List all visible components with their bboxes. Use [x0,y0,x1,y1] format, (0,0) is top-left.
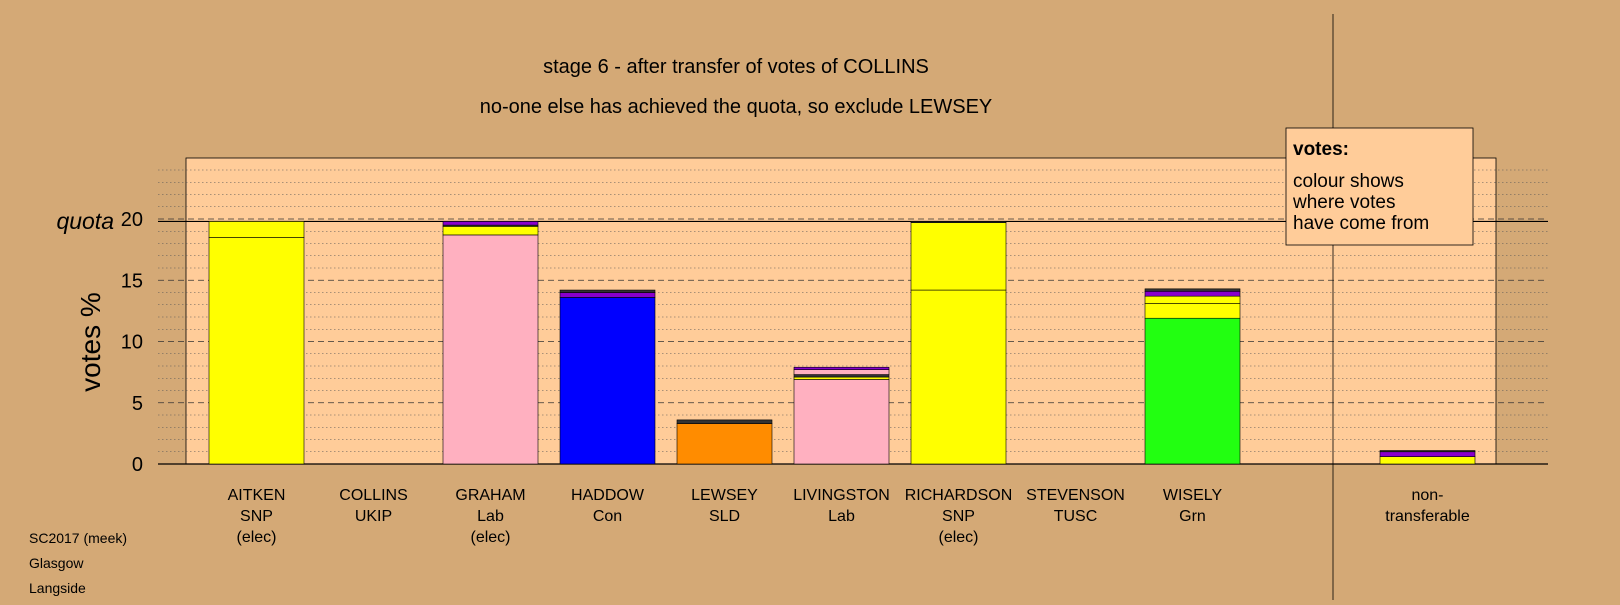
bar-segment-livingston [793,369,890,375]
candidate-label-richardson: SNP [942,508,975,525]
bar-segment-graham [442,221,539,226]
footer-council: Glasgow [29,555,84,571]
y-tick-label: 20 [121,209,143,231]
y-tick-label: 0 [132,454,143,476]
nontransferable-label: non- [1411,487,1443,504]
bar-segment-livingston [793,366,890,370]
y-tick-label: 15 [121,270,143,292]
bar-segment-richardson [910,289,1007,465]
legend: votes: colour shows where votes have com… [1285,127,1474,246]
chart-subtitle: no-one else has achieved the quota, so e… [480,96,993,118]
bar-segment-nontransferable [1379,456,1476,465]
bars [208,221,1476,465]
y-axis-label: votes % [75,292,106,392]
bar-segment-richardson [910,221,1007,223]
legend-line-3: have come from [1293,213,1429,234]
candidate-label-lewsey: LEWSEY [691,487,758,504]
bar-segment-wisely [1144,290,1241,297]
candidate-label-livingston: LIVINGSTON [793,487,890,504]
candidate-label-collins: COLLINS [339,487,407,504]
candidate-label-haddow: Con [593,508,622,525]
candidate-label-richardson: RICHARDSON [905,487,1013,504]
legend-line-2: where votes [1292,192,1395,213]
bar-segment-livingston [793,379,890,465]
candidate-label-graham: (elec) [470,529,510,546]
candidate-label-haddow: HADDOW [571,487,645,504]
bar-segment-livingston [793,374,890,378]
candidate-label-livingston: Lab [828,508,855,525]
bar-segment-richardson [910,222,1007,291]
bar-segment-wisely [1144,288,1241,292]
x-axis-labels: AITKEN SNP (elec) COLLINS UKIP GRAHAM Lab (elec… [228,487,1470,546]
candidate-label-collins: UKIP [355,508,392,525]
legend-heading: votes: [1293,139,1349,160]
y-tick-label: 10 [121,332,143,354]
bar-segment-graham [442,234,539,465]
candidate-label-aitken: SNP [240,508,273,525]
y-axis: 0 5 10 15 20 [121,209,143,476]
bar-segment-wisely [1144,317,1241,465]
legend-box [1285,127,1474,246]
bar-segment-haddow [559,289,656,293]
bar-segment-wisely [1144,303,1241,319]
candidate-label-aitken: AITKEN [228,487,286,504]
bar-segment-lewsey [676,423,773,465]
y-tick-label: 5 [132,393,143,415]
bar-segment-nontransferable [1379,450,1476,453]
footer-election: SC2017 (meek) [29,530,127,546]
candidate-label-richardson: (elec) [938,529,978,546]
candidate-label-graham: GRAHAM [455,487,525,504]
bar-segment-wisely [1144,295,1241,304]
candidate-label-stevenson: STEVENSON [1026,487,1125,504]
bar-segment-aitken [208,221,305,238]
candidate-label-stevenson: TUSC [1054,508,1098,525]
chart-title: stage 6 - after transfer of votes of COL… [543,56,929,78]
candidate-label-wisely: Grn [1179,508,1206,525]
bar-segment-graham [442,226,539,236]
candidate-label-wisely: WISELY [1163,487,1223,504]
footer-ward: Langside [29,580,86,596]
bar-segment-lewsey [676,419,773,424]
bar-segment-haddow [559,297,656,465]
bar-segment-livingston [793,376,890,380]
candidate-label-aitken: (elec) [236,529,276,546]
quota-label: quota [56,208,114,234]
nontransferable-label: transferable [1385,508,1470,525]
candidate-label-graham: Lab [477,508,504,525]
legend-line-1: colour shows [1293,171,1404,192]
bar-segment-haddow [559,292,656,298]
bar-segment-nontransferable [1379,451,1476,457]
bar-segment-aitken [208,237,305,465]
candidate-label-lewsey: SLD [709,508,740,525]
